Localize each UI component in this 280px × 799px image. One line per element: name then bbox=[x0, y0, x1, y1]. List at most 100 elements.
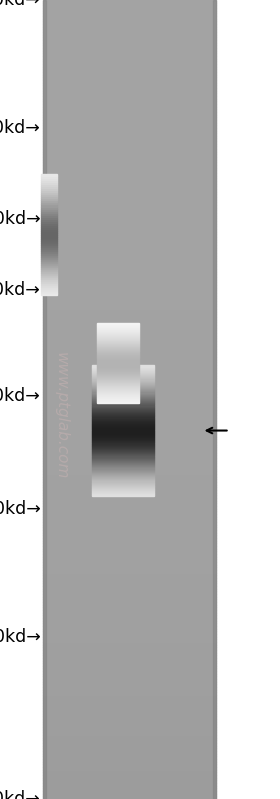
Bar bbox=[97, 378, 139, 379]
Bar bbox=[41, 197, 57, 198]
Bar bbox=[43, 277, 216, 280]
Bar bbox=[41, 261, 57, 263]
Bar bbox=[43, 759, 216, 761]
Bar bbox=[97, 326, 139, 327]
Bar bbox=[43, 785, 216, 789]
Bar bbox=[92, 371, 154, 372]
Bar bbox=[43, 509, 216, 511]
Bar bbox=[43, 594, 216, 597]
Bar bbox=[41, 237, 57, 239]
Bar bbox=[41, 255, 57, 256]
Bar bbox=[43, 16, 216, 18]
Bar bbox=[92, 491, 154, 492]
Bar bbox=[43, 522, 216, 525]
Bar bbox=[43, 551, 216, 554]
Bar bbox=[43, 597, 216, 599]
Bar bbox=[97, 360, 139, 361]
Bar bbox=[43, 114, 216, 117]
Bar bbox=[43, 400, 216, 402]
Bar bbox=[92, 477, 154, 479]
Bar bbox=[41, 177, 57, 178]
Bar bbox=[41, 275, 57, 277]
Bar bbox=[43, 264, 216, 266]
Bar bbox=[97, 356, 139, 357]
Bar bbox=[43, 85, 216, 88]
Bar bbox=[43, 141, 216, 144]
Bar bbox=[97, 347, 139, 348]
Bar bbox=[92, 422, 154, 423]
Bar bbox=[97, 345, 139, 346]
Bar bbox=[43, 458, 216, 461]
Bar bbox=[41, 185, 57, 186]
Bar bbox=[41, 190, 57, 193]
Bar bbox=[41, 225, 57, 227]
Bar bbox=[43, 567, 216, 570]
Bar bbox=[41, 243, 57, 244]
Bar bbox=[43, 360, 216, 362]
Bar bbox=[43, 346, 216, 349]
Bar bbox=[43, 101, 216, 104]
Bar bbox=[43, 205, 216, 208]
Bar bbox=[97, 346, 139, 347]
Bar bbox=[92, 376, 154, 377]
Bar bbox=[43, 474, 216, 477]
Bar bbox=[43, 503, 216, 506]
Bar bbox=[92, 415, 154, 416]
Bar bbox=[43, 160, 216, 162]
Bar bbox=[41, 265, 57, 267]
Bar bbox=[92, 373, 154, 374]
Bar bbox=[43, 485, 216, 487]
Bar bbox=[43, 38, 216, 40]
Bar bbox=[43, 431, 216, 434]
Bar bbox=[43, 599, 216, 602]
Bar bbox=[92, 464, 154, 465]
Bar bbox=[92, 453, 154, 455]
Bar bbox=[43, 181, 216, 184]
Bar bbox=[43, 178, 216, 181]
Bar bbox=[43, 46, 216, 48]
Bar bbox=[97, 368, 139, 369]
Bar bbox=[43, 370, 216, 373]
Bar bbox=[43, 469, 216, 471]
Bar bbox=[43, 407, 216, 410]
Bar bbox=[43, 554, 216, 557]
Bar bbox=[43, 2, 216, 6]
Bar bbox=[43, 130, 216, 133]
Bar bbox=[92, 476, 154, 477]
Bar bbox=[97, 370, 139, 371]
Bar bbox=[43, 154, 216, 157]
Bar bbox=[43, 290, 216, 293]
Bar bbox=[43, 455, 216, 458]
Bar bbox=[43, 272, 216, 274]
Bar bbox=[92, 406, 154, 407]
Bar bbox=[43, 586, 216, 589]
Bar bbox=[43, 314, 216, 317]
Bar bbox=[43, 519, 216, 522]
Bar bbox=[43, 631, 216, 634]
Bar bbox=[97, 350, 139, 351]
Bar bbox=[43, 6, 216, 8]
Bar bbox=[43, 719, 216, 721]
Bar bbox=[43, 168, 216, 170]
Bar bbox=[92, 439, 154, 440]
Bar bbox=[97, 333, 139, 334]
Bar bbox=[43, 777, 216, 781]
Bar bbox=[43, 0, 216, 2]
Bar bbox=[43, 655, 216, 658]
Bar bbox=[97, 372, 139, 373]
Bar bbox=[43, 336, 216, 338]
Bar bbox=[43, 349, 216, 352]
Bar bbox=[43, 418, 216, 421]
Bar bbox=[97, 375, 139, 376]
Bar bbox=[43, 773, 216, 775]
Bar bbox=[43, 477, 216, 479]
Bar bbox=[43, 120, 216, 122]
Bar bbox=[43, 429, 216, 431]
Bar bbox=[213, 0, 216, 799]
Bar bbox=[92, 492, 154, 494]
Bar bbox=[43, 213, 216, 216]
Bar bbox=[97, 340, 139, 341]
Bar bbox=[92, 446, 154, 447]
Bar bbox=[43, 677, 216, 679]
Bar bbox=[43, 146, 216, 149]
